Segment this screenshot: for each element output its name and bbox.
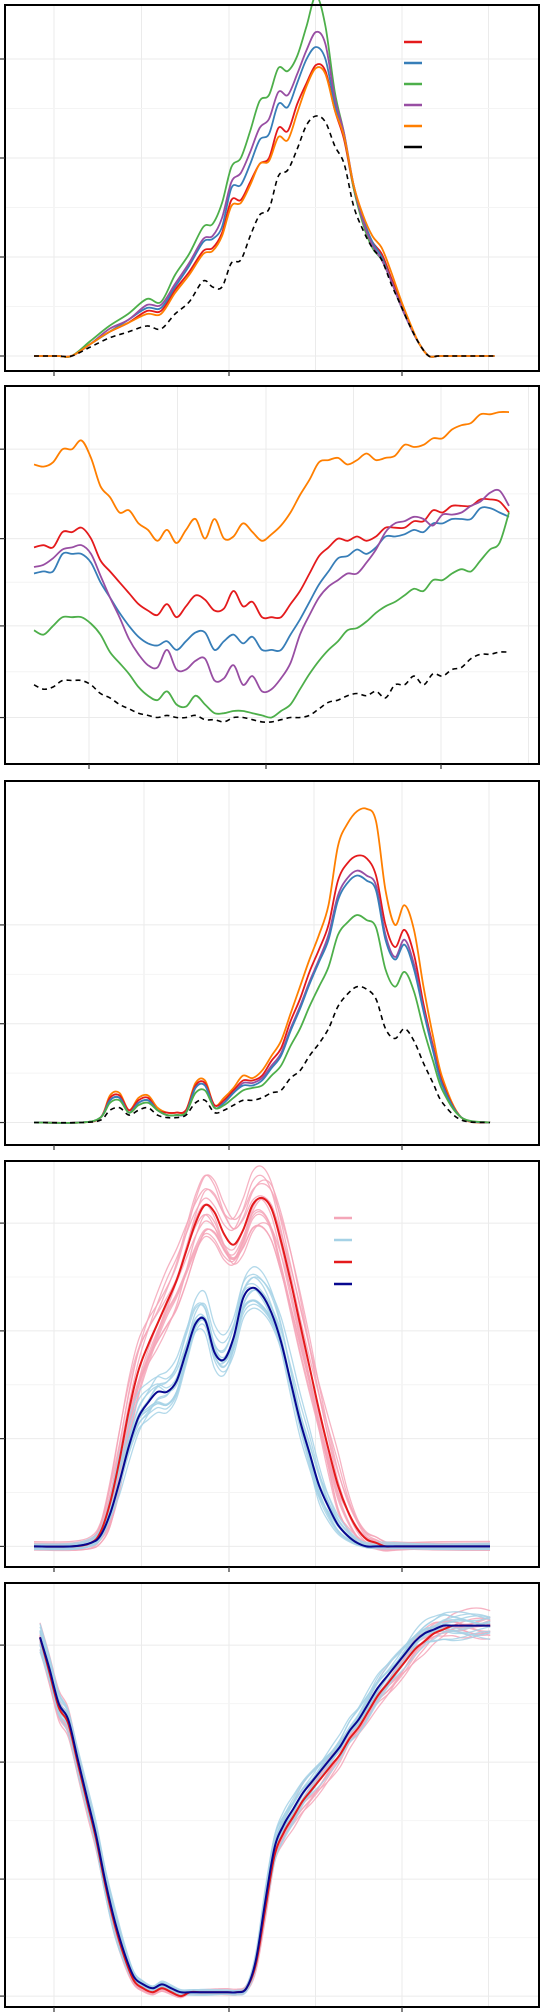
chart-panel-1 [0, 0, 540, 376]
series-line-black [33, 985, 491, 1124]
replicate-line-pink [39, 1616, 491, 1996]
series-line-purple [33, 30, 495, 358]
replicate-line-lightblue [39, 1625, 491, 1995]
series-line-purple [33, 488, 510, 694]
mean-line-red [39, 1624, 491, 1998]
panel-frame [4, 4, 540, 372]
replicate-line-pink [33, 1174, 491, 1547]
series-line-blue [33, 874, 491, 1124]
series-line-red [33, 854, 491, 1124]
replicate-line-lightblue [33, 1276, 491, 1548]
replicate-line-lightblue [33, 1276, 491, 1547]
replicate-line-pink [39, 1625, 491, 1997]
replicate-line-lightblue [39, 1632, 491, 1996]
replicate-line-pink [39, 1620, 491, 1997]
replicate-line-pink [33, 1211, 491, 1552]
replicate-line-lightblue [33, 1283, 491, 1547]
chart-panel-2 [0, 385, 540, 769]
panel-frame [4, 385, 540, 765]
replicate-line-lightblue [39, 1630, 491, 1996]
series-line-orange [33, 66, 495, 358]
replicate-line-lightblue [39, 1620, 491, 1994]
replicate-line-pink [39, 1620, 491, 1996]
replicate-line-pink [39, 1617, 491, 1998]
replicate-line-pink [39, 1620, 491, 1996]
replicate-line-pink [33, 1213, 491, 1552]
chart-panel-3 [0, 780, 540, 1150]
replicate-line-lightblue [39, 1620, 491, 1994]
grid [4, 780, 540, 1146]
replicate-line-pink [33, 1196, 491, 1550]
replicate-line-lightblue [39, 1613, 491, 1992]
replicate-line-lightblue [39, 1613, 491, 1993]
replicate-line-pink [33, 1209, 491, 1551]
replicate-line-pink [33, 1165, 491, 1545]
replicate-line-lightblue [33, 1286, 491, 1548]
replicate-line-lightblue [33, 1300, 491, 1550]
replicate-line-pink [39, 1626, 491, 1999]
replicate-line-lightblue [39, 1614, 491, 1993]
grid [4, 1160, 540, 1568]
mean-line-red [33, 1196, 490, 1548]
series-line-black [33, 115, 495, 358]
replicate-line-pink [33, 1225, 491, 1551]
replicate-line-lightblue [33, 1289, 491, 1549]
replicate-line-pink [39, 1620, 491, 1997]
mean-line-darkblue [33, 1286, 490, 1548]
series-line-orange [33, 411, 510, 544]
replicate-line-lightblue [39, 1630, 491, 1996]
replicate-line-lightblue [39, 1618, 491, 1994]
replicate-line-lightblue [33, 1289, 491, 1550]
chart-panel-4 [0, 1160, 540, 1572]
replicate-line-lightblue [33, 1307, 491, 1551]
replicate-line-lightblue [39, 1611, 491, 1992]
series-line-green [33, 0, 495, 358]
chart-panel-5 [0, 1582, 540, 2012]
replicate-line-lightblue [33, 1299, 491, 1550]
replicate-line-lightblue [33, 1273, 491, 1546]
replicate-line-pink [33, 1224, 491, 1551]
replicate-line-pink [33, 1213, 491, 1552]
panel-frame [4, 1160, 540, 1568]
replicate-line-lightblue [39, 1627, 491, 1995]
replicate-line-pink [33, 1197, 491, 1550]
grid [4, 4, 540, 372]
mean-line-darkblue [39, 1624, 491, 1994]
panel-frame [4, 1582, 540, 2008]
series-line-green [33, 512, 510, 719]
replicate-line-pink [33, 1198, 491, 1550]
series-line-orange [33, 807, 491, 1124]
replicate-line-pink [39, 1607, 491, 1996]
series-line-blue [33, 46, 495, 358]
panel-frame [4, 780, 540, 1146]
replicate-line-pink [33, 1174, 491, 1545]
series-line-red [33, 63, 495, 358]
replicate-line-pink [39, 1619, 491, 1996]
series-line-green [33, 914, 491, 1124]
series-line-red [33, 497, 510, 620]
replicate-line-lightblue [33, 1303, 491, 1550]
replicate-line-pink [39, 1630, 491, 1998]
replicate-line-pink [33, 1174, 491, 1546]
replicate-line-lightblue [33, 1300, 491, 1550]
replicate-line-lightblue [39, 1615, 491, 1993]
series-line-black [33, 651, 510, 723]
replicate-line-pink [39, 1625, 491, 1997]
replicate-line-pink [39, 1629, 491, 1998]
legend [334, 1216, 352, 1286]
grid [4, 385, 540, 765]
replicate-line-lightblue [33, 1300, 491, 1550]
legend [404, 40, 422, 149]
